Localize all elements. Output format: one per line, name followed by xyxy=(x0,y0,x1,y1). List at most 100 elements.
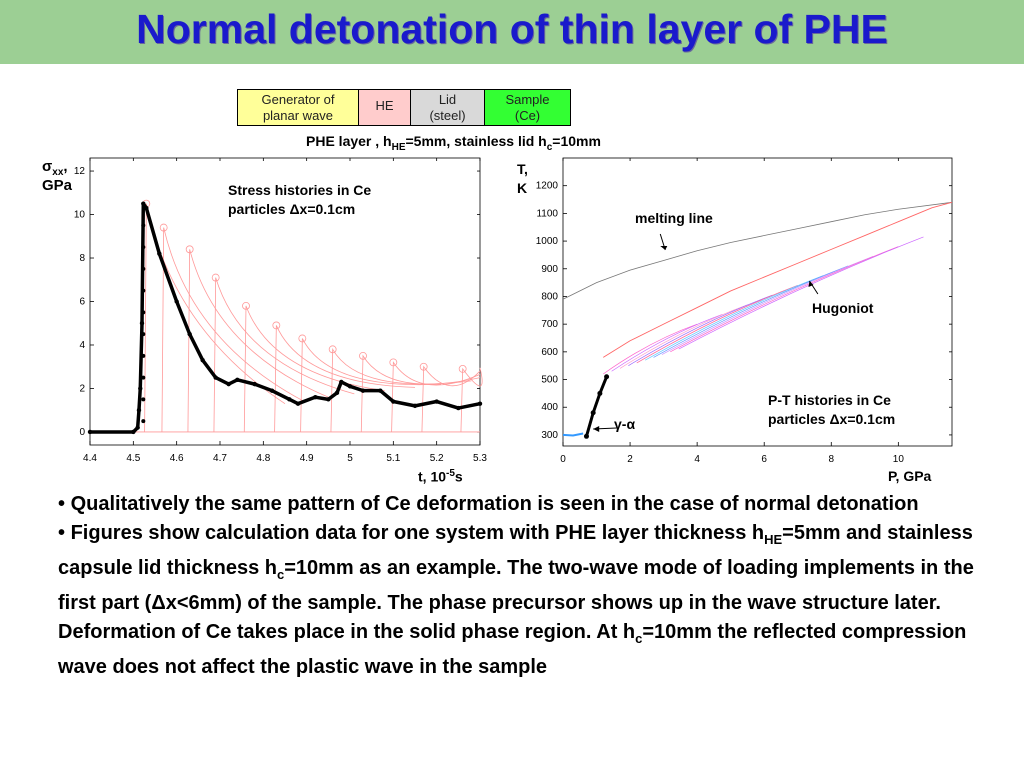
chart2-x-tick-label: 0 xyxy=(560,454,566,465)
body-text: • Qualitatively the same pattern of Ce d… xyxy=(58,490,988,682)
chart1-main-stress-point xyxy=(313,394,318,400)
chart2-y-tick-label: 400 xyxy=(541,402,558,413)
chart1-particle-peak-marker xyxy=(359,351,367,360)
chart2-particle-curve xyxy=(644,275,824,361)
chart1-xlabel-unit: s xyxy=(454,468,463,485)
chart1-ylabel-rest: , xyxy=(63,158,68,175)
chart1-main-stress-point xyxy=(347,384,353,389)
chart2-hugoniot-arrowhead xyxy=(808,281,814,287)
setup-cell-sample-line1: Sample xyxy=(505,92,550,107)
chart1-particle-peak-marker xyxy=(389,358,398,367)
chart1-ylabel-unit: GPa xyxy=(42,177,73,194)
chart1-x-tick-label: 4.5 xyxy=(126,453,140,464)
setup-caption-c: =10mm xyxy=(552,133,601,149)
setup-caption-sub-c: c xyxy=(546,141,553,153)
chart1-x-tick-label: 5.1 xyxy=(386,453,400,464)
chart1-particle-curve xyxy=(144,203,286,432)
chart1-particle-curve xyxy=(460,367,483,432)
chart2-hugoniot-line xyxy=(603,201,953,358)
chart2-x-tick-label: 2 xyxy=(627,454,633,465)
chart2-gamma-alpha-point xyxy=(597,390,603,396)
chart1-main-stress-point xyxy=(477,401,483,406)
chart2-gamma-alpha-line xyxy=(585,376,608,437)
chart2-y-tick-label: 900 xyxy=(541,264,558,275)
chart1-front-point xyxy=(141,397,146,402)
stress-history-chart: 4.4 4.5 4.6 4.7 4.8 4.9 5 5.1 5.2 5.3 0 2 4 6 8 10 12 xyxy=(74,157,487,464)
chart2-gamma-alpha-point xyxy=(604,374,610,380)
chart2-particle-curve xyxy=(619,304,748,369)
chart2-y-tick-label: 700 xyxy=(541,319,558,330)
chart1-main-stress-point xyxy=(139,321,145,326)
chart1-main-stress-point xyxy=(141,201,146,206)
chart2-plot-frame xyxy=(562,157,953,447)
chart1-main-stress-line xyxy=(90,201,481,434)
bullet-1: • Qualitatively the same pattern of Ce d… xyxy=(58,490,988,519)
chart1-main-stress-point xyxy=(144,205,149,211)
chart1-front-point xyxy=(141,245,146,250)
chart1-annotation-line1: Stress histories in Ce xyxy=(228,182,372,198)
chart1-main-stress-point xyxy=(87,429,93,435)
chart1-x-tick-label: 4.7 xyxy=(213,453,227,464)
chart1-x-tick-label: 4.6 xyxy=(170,453,184,464)
chart1-particle-peak-marker xyxy=(242,301,250,310)
setup-cell-generator: Generator of planar wave xyxy=(237,89,359,126)
chart1-x-tick-label: 5.3 xyxy=(473,453,487,464)
chart2-x-tick-label: 8 xyxy=(828,454,834,465)
chart1-x-tick-label: 5.2 xyxy=(430,453,444,464)
chart2-ylabel-unit: K xyxy=(517,180,528,196)
chart1-main-stress-point xyxy=(339,379,344,385)
chart1-main-stress-point xyxy=(287,397,292,402)
setup-cell-generator-line2: planar wave xyxy=(262,108,334,123)
chart1-main-stress-point xyxy=(136,408,142,413)
chart2-particle-curve xyxy=(670,246,899,353)
setup-cell-lid: Lid (steel) xyxy=(410,89,485,126)
chart1-particle-curve xyxy=(187,249,329,432)
chart1-main-stress-point xyxy=(131,429,136,435)
chart1-particle-curve xyxy=(300,338,442,432)
setup-cell-he: HE xyxy=(358,89,411,126)
chart1-main-stress-point xyxy=(157,251,162,256)
chart1-xlabel-sup: -5 xyxy=(446,468,455,479)
chart2-particle-curve xyxy=(678,236,924,350)
setup-caption-a: PHE layer , h xyxy=(306,133,392,149)
chart1-annotation-line2: particles Δx=0.1cm xyxy=(228,201,356,217)
chart2-x-tick-label: 10 xyxy=(893,454,905,465)
chart2-y-tick-label: 1200 xyxy=(536,181,559,192)
chart1-main-stress-point xyxy=(295,401,301,406)
chart1-main-stress-point xyxy=(226,381,231,387)
chart1-front-point xyxy=(141,353,146,358)
slide-title: Normal detonation of thin layer of PHE xyxy=(136,6,888,52)
chart2-particle-curve xyxy=(661,255,874,355)
chart2-melting-arrowhead xyxy=(660,246,668,250)
chart1-front-point xyxy=(141,332,146,337)
chart1-y-tick-label: 6 xyxy=(79,297,85,308)
chart1-x-tick-label: 4.9 xyxy=(300,453,314,464)
chart2-phase-arrowhead xyxy=(593,426,600,432)
chart2-initial-line xyxy=(562,432,584,437)
bullet-2-sub-c2: c xyxy=(635,631,643,646)
chart1-main-stress-point xyxy=(235,377,240,382)
chart2-xlabel: P, GPa xyxy=(888,468,932,484)
chart1-particle-curve xyxy=(391,361,481,432)
setup-cell-lid-line2: (steel) xyxy=(429,108,466,123)
chart1-particle-peak-marker xyxy=(419,362,428,371)
chart1-front-point xyxy=(141,288,146,293)
chart1-particle-peak-marker xyxy=(298,334,307,343)
chart2-x-tick-label: 4 xyxy=(694,454,700,465)
setup-caption-sub-he: HE xyxy=(391,141,406,153)
chart2-y-tick-label: 600 xyxy=(541,347,558,358)
chart1-particle-curve xyxy=(213,277,355,432)
chart1-y-tick-label: 8 xyxy=(79,253,85,264)
chart2-annotation-line1: P-T histories in Ce xyxy=(768,392,891,408)
chart2-melting-label: melting line xyxy=(635,210,713,226)
chart1-x-tick-label: 4.8 xyxy=(256,453,270,464)
chart1-particle-curve xyxy=(421,365,481,432)
chart1-front-point xyxy=(141,266,146,271)
chart1-particle-curve xyxy=(161,227,303,432)
chart1-main-stress-point xyxy=(269,388,275,393)
chart1-particle-curve xyxy=(243,305,385,432)
chart1-front-point xyxy=(141,310,146,315)
setup-cell-sample-line2: (Ce) xyxy=(514,108,541,123)
chart2-particle-curve xyxy=(628,294,773,366)
bullet-2-b: =5mm and stainless capsule lid thickness… xyxy=(58,522,973,579)
